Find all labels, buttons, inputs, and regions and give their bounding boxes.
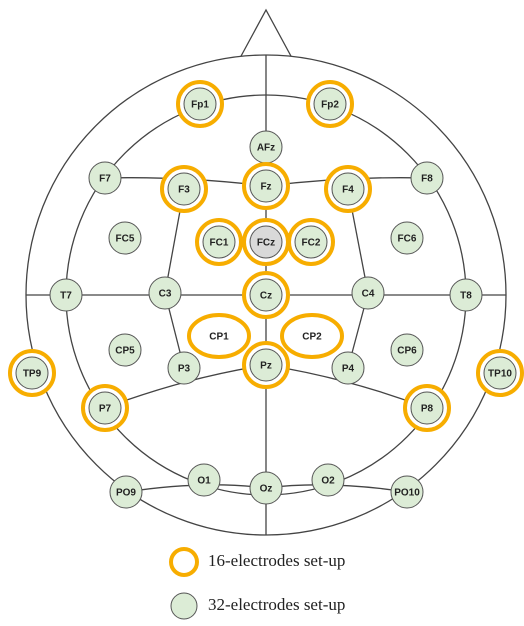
electrode xyxy=(313,87,347,121)
electrode-label: CP6 xyxy=(397,346,417,357)
electrode xyxy=(183,87,217,121)
electrode xyxy=(249,471,283,505)
electrode-label: TP9 xyxy=(23,369,42,380)
electrode xyxy=(148,276,182,310)
electrode xyxy=(351,276,385,310)
electrode xyxy=(202,225,236,259)
electrode xyxy=(249,169,283,203)
electrode xyxy=(187,463,221,497)
legend-label: 16-electrodes set-up xyxy=(208,551,345,570)
electrode xyxy=(88,391,122,425)
electrode-label: P3 xyxy=(178,364,191,375)
electrode-label: FC5 xyxy=(116,234,135,245)
electrode-label: Fp1 xyxy=(191,100,209,111)
electrode xyxy=(167,351,201,385)
electrode xyxy=(294,225,328,259)
electrode-label: CP2 xyxy=(302,332,322,343)
electrode-label: CP5 xyxy=(115,346,135,357)
electrode-label: FCz xyxy=(257,238,275,249)
electrode xyxy=(249,278,283,312)
electrode xyxy=(410,391,444,425)
electrode xyxy=(483,356,517,390)
legend-label: 32-electrodes set-up xyxy=(208,595,345,614)
electrode-label: F3 xyxy=(178,185,190,196)
electrode-label: PO9 xyxy=(116,488,136,499)
electrode xyxy=(331,172,365,206)
electrode xyxy=(49,278,83,312)
electrode xyxy=(449,278,483,312)
electrodes: Fp1 Fp2 AFz F7 F3 Fz F4 F8 FC5 FC1 FCz FC2 FC6 T7 C3 Cz… xyxy=(8,80,524,509)
electrode-label: T8 xyxy=(460,291,472,302)
electrode-label: C4 xyxy=(362,289,375,300)
electrode-label: T7 xyxy=(60,291,72,302)
legend: 16-electrodes set-up 32-electrodes set-u… xyxy=(169,547,345,620)
electrode xyxy=(390,221,424,255)
electrode-label: Cz xyxy=(260,291,272,302)
electrode-label: AFz xyxy=(257,143,275,154)
electrode-label: F8 xyxy=(421,174,433,185)
electrode-label: P4 xyxy=(342,364,355,375)
legend-dot xyxy=(170,592,198,620)
electrode-label: O1 xyxy=(197,476,211,487)
electrode xyxy=(88,161,122,195)
electrode xyxy=(390,475,424,509)
nose xyxy=(239,8,293,59)
electrode-label: TP10 xyxy=(488,369,512,380)
electrode-label: P7 xyxy=(99,404,112,415)
electrode-label: FC2 xyxy=(302,238,321,249)
electrode xyxy=(108,333,142,367)
electrode-label: F4 xyxy=(342,185,354,196)
electrode xyxy=(311,463,345,497)
electrode xyxy=(331,351,365,385)
electrode xyxy=(410,161,444,195)
electrode-ring xyxy=(187,313,251,359)
electrode-label: O2 xyxy=(321,476,335,487)
electrode xyxy=(167,172,201,206)
electrode-label: Pz xyxy=(260,361,272,372)
electrode-label: Oz xyxy=(260,484,273,495)
electrode-label: Fp2 xyxy=(321,100,339,111)
electrode-label: CP1 xyxy=(209,332,229,343)
electrode-label: FC1 xyxy=(210,238,229,249)
electrode-label: P8 xyxy=(421,404,434,415)
electrode xyxy=(109,475,143,509)
electrode-label: F7 xyxy=(99,174,111,185)
electrode xyxy=(390,333,424,367)
electrode-label: Fz xyxy=(260,182,271,193)
electrode xyxy=(108,221,142,255)
electrode-label: FC6 xyxy=(398,234,417,245)
electrode-label: C3 xyxy=(159,289,172,300)
electrode xyxy=(249,348,283,382)
electrode xyxy=(249,225,283,259)
electrode-ring xyxy=(280,313,344,359)
legend-ring xyxy=(169,547,199,577)
electrode-label: PO10 xyxy=(394,488,420,499)
electrode xyxy=(15,356,49,390)
